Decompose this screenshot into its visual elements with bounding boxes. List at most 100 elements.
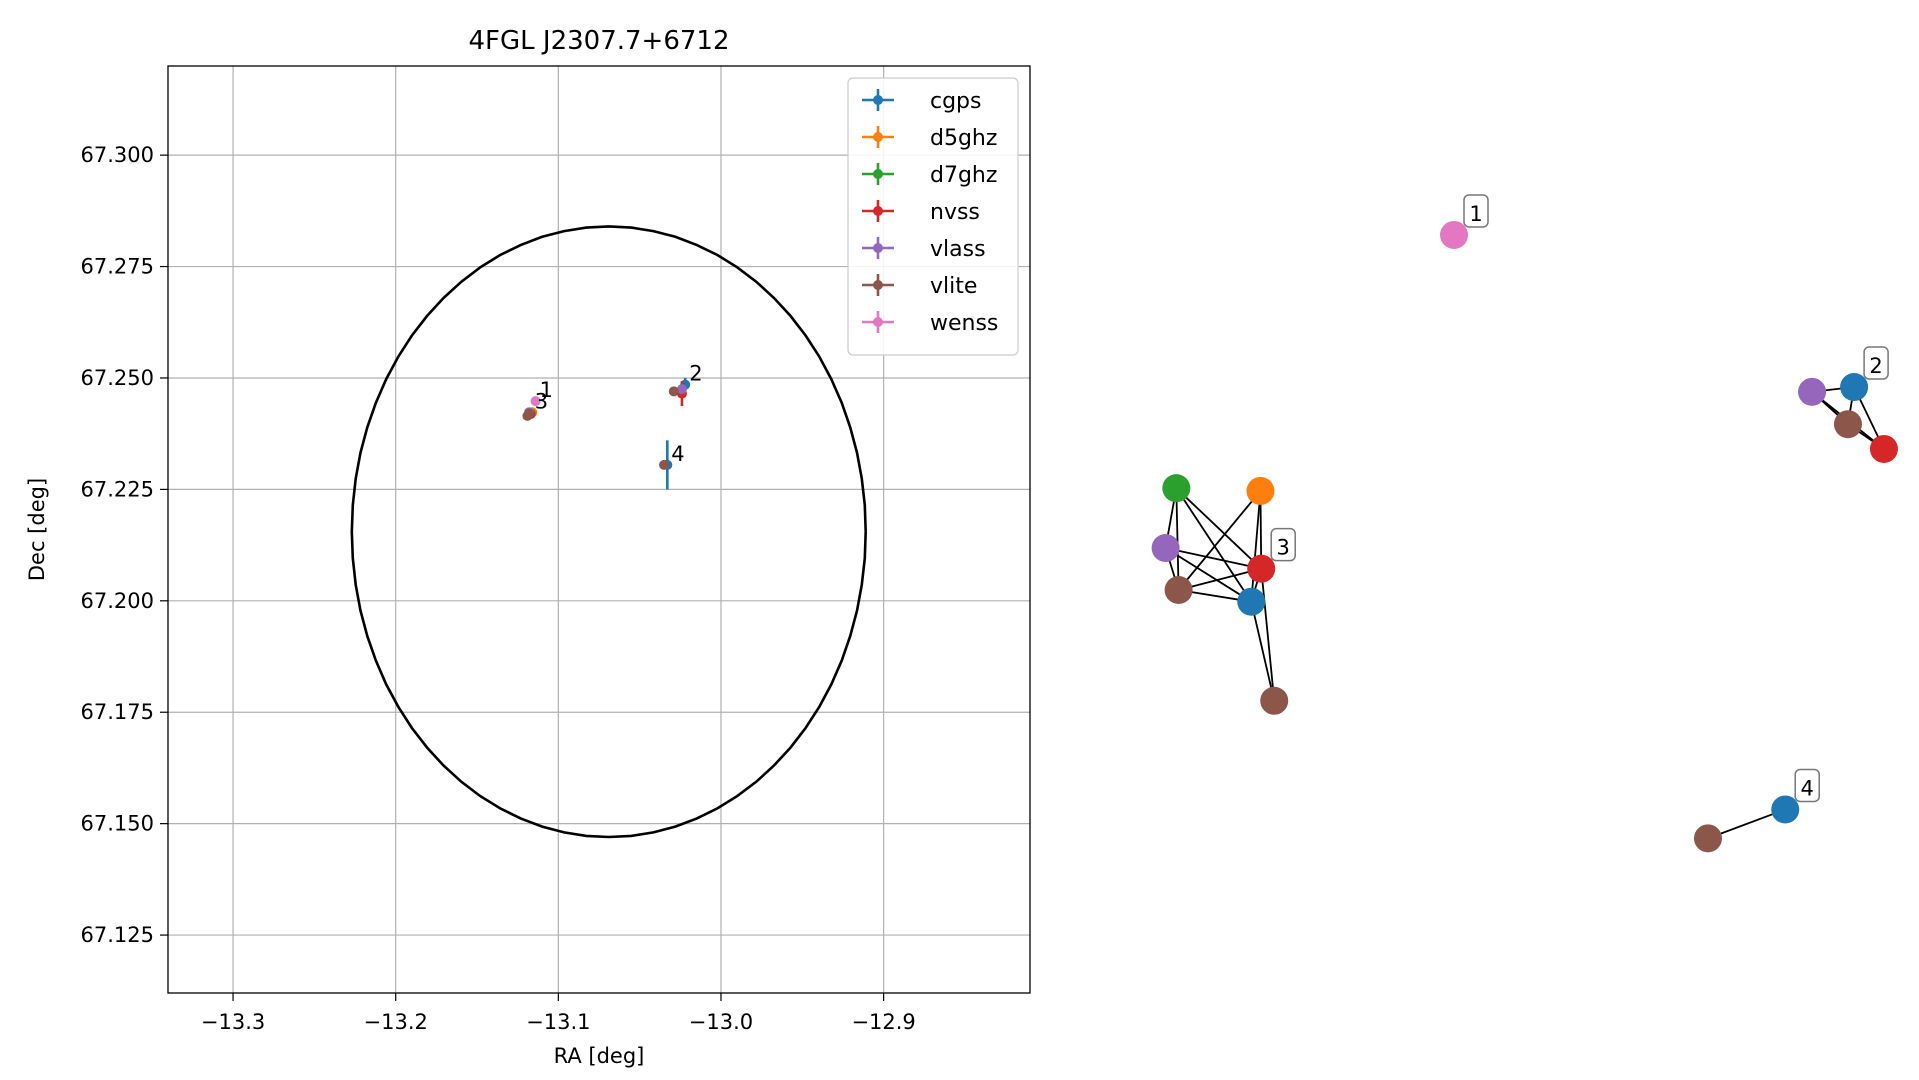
legend-label: d7ghz bbox=[930, 163, 997, 188]
y-tick-label: 67.200 bbox=[81, 589, 154, 613]
x-tick-label: −13.1 bbox=[526, 1010, 590, 1034]
localization-ellipse bbox=[350, 225, 867, 839]
network-edge bbox=[1175, 487, 1262, 570]
network-label-box bbox=[1463, 194, 1489, 228]
network-edge bbox=[1175, 487, 1253, 603]
x-axis-label: RA [deg] bbox=[554, 1044, 645, 1068]
network-edge bbox=[1177, 490, 1262, 591]
legend-label: cgps bbox=[930, 89, 982, 114]
legend-swatch-marker bbox=[873, 95, 883, 105]
network-label: 3 bbox=[1270, 527, 1296, 562]
source-point-vlite bbox=[522, 410, 533, 421]
axes-frame bbox=[167, 65, 1031, 994]
network-node-vlite bbox=[1693, 824, 1722, 853]
point-marker bbox=[676, 384, 687, 395]
x-axis-ticks: −13.3 −13.2 −13.1 −13.0 −12.9 bbox=[201, 993, 916, 1034]
y-tick-label: 67.175 bbox=[81, 700, 154, 724]
legend-entry: d5ghz bbox=[862, 126, 997, 151]
network-edge bbox=[1165, 547, 1262, 570]
network-edges bbox=[1164, 386, 1885, 840]
network-node-cgps bbox=[1840, 373, 1869, 402]
annotation-label: 4 bbox=[671, 442, 684, 466]
legend-swatch-marker bbox=[873, 206, 883, 216]
network-label-text: 4 bbox=[1801, 776, 1814, 800]
annotation-label: 1 bbox=[540, 378, 553, 402]
y-tick-label: 67.300 bbox=[81, 143, 154, 167]
network-node-vlass bbox=[1151, 534, 1180, 563]
network-label-box bbox=[1270, 527, 1296, 562]
chart-title: 4FGL J2307.7+6712 bbox=[469, 26, 730, 56]
network-node-cgps bbox=[1237, 587, 1266, 616]
network-node-vlass bbox=[1798, 377, 1827, 406]
network-node-vlite bbox=[1260, 686, 1289, 715]
y-tick-label: 67.275 bbox=[81, 255, 154, 279]
legend-entry: wenss bbox=[862, 311, 998, 336]
network-edge bbox=[1175, 488, 1180, 591]
legend-label: vlass bbox=[930, 237, 986, 262]
source-point-wenss bbox=[530, 396, 541, 407]
association-network-graph: 1 2 3 4 bbox=[1151, 194, 1898, 853]
legend-entry: cgps bbox=[862, 89, 982, 114]
legend-swatch-marker bbox=[873, 243, 883, 253]
annotation-label: 3 bbox=[535, 389, 548, 413]
source-annotations: 1 2 3 4 bbox=[535, 362, 703, 466]
x-tick-label: −13.3 bbox=[201, 1010, 265, 1034]
network-node-cgps bbox=[1771, 795, 1800, 824]
network-node-vlite bbox=[1833, 410, 1862, 439]
legend-entry: vlass bbox=[862, 237, 986, 262]
network-label-text: 3 bbox=[1277, 536, 1290, 560]
legend-swatch-marker bbox=[873, 317, 883, 327]
network-label: 2 bbox=[1863, 346, 1889, 380]
annotation-label: 2 bbox=[689, 362, 702, 386]
network-labels: 1 2 3 4 bbox=[1270, 194, 1889, 803]
y-tick-label: 67.225 bbox=[81, 477, 154, 501]
network-edge bbox=[1250, 490, 1262, 602]
network-label-box bbox=[1794, 768, 1820, 803]
legend: cgps d5ghz d7ghz nvss vlass vlite wenss bbox=[847, 77, 1019, 356]
y-tick-label: 67.125 bbox=[81, 923, 154, 947]
point-marker bbox=[530, 396, 541, 407]
network-node-nvss bbox=[1247, 554, 1276, 583]
network-nodes bbox=[1151, 220, 1898, 853]
legend-entry: d7ghz bbox=[862, 163, 997, 188]
network-node-vlite bbox=[1164, 576, 1193, 604]
x-tick-label: −13.2 bbox=[364, 1010, 428, 1034]
source-point-vlite bbox=[668, 386, 679, 397]
network-edge bbox=[1165, 547, 1252, 603]
legend-entry: vlite bbox=[862, 274, 977, 299]
y-tick-label: 67.150 bbox=[81, 812, 154, 836]
network-node-d7ghz bbox=[1162, 474, 1191, 503]
point-marker bbox=[659, 459, 670, 470]
network-edge bbox=[1250, 601, 1276, 701]
legend-swatch-marker bbox=[873, 132, 883, 142]
network-node-d5ghz bbox=[1246, 476, 1275, 505]
x-tick-label: −13.0 bbox=[689, 1010, 753, 1034]
network-label-text: 1 bbox=[1469, 202, 1482, 226]
network-label: 4 bbox=[1794, 768, 1820, 803]
legend-label: d5ghz bbox=[930, 126, 997, 151]
source-point-vlite bbox=[659, 459, 670, 470]
legend-swatch-marker bbox=[873, 280, 883, 290]
localization-ellipse-layer bbox=[350, 225, 867, 839]
legend-swatch-marker bbox=[873, 169, 883, 179]
y-axis-label: Dec [deg] bbox=[25, 478, 49, 581]
legend-label: wenss bbox=[930, 311, 998, 336]
network-node-wenss bbox=[1440, 220, 1468, 249]
y-axis-ticks: 67.125 67.150 67.175 67.200 67.225 67.250 67.2… bbox=[81, 143, 168, 947]
network-edge bbox=[1178, 567, 1262, 591]
x-tick-label: −12.9 bbox=[851, 1010, 915, 1034]
legend-label: vlite bbox=[930, 274, 977, 299]
network-node-nvss bbox=[1869, 434, 1898, 463]
point-marker bbox=[668, 386, 679, 397]
legend-label: nvss bbox=[930, 200, 980, 225]
point-marker bbox=[522, 410, 533, 421]
legend-entry: nvss bbox=[862, 200, 980, 225]
network-label-text: 2 bbox=[1869, 354, 1882, 378]
source-point-vlass bbox=[676, 384, 687, 395]
network-label: 1 bbox=[1463, 194, 1489, 228]
y-tick-label: 67.250 bbox=[81, 366, 154, 390]
network-edge bbox=[1260, 568, 1276, 701]
source-points bbox=[522, 377, 691, 490]
